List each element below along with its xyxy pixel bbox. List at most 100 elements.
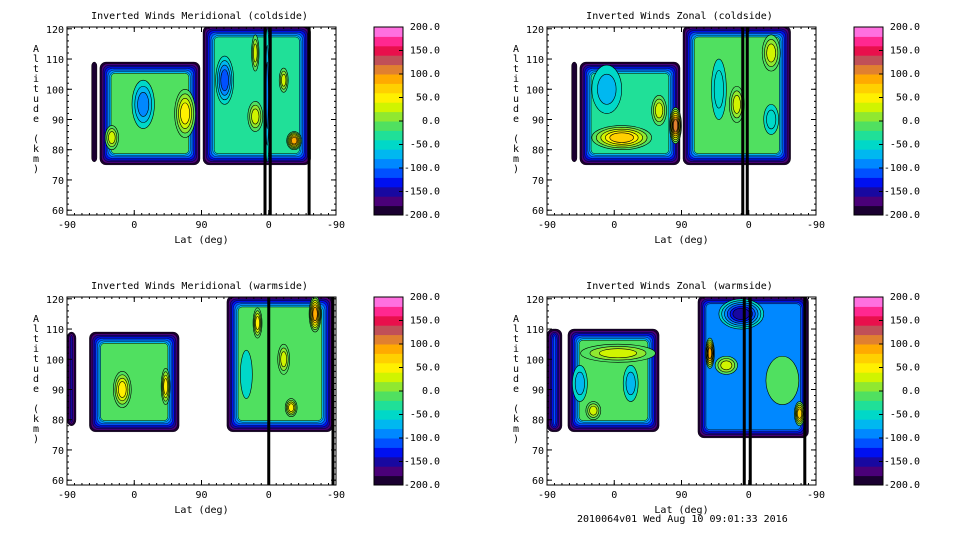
colorbar-label: -100.0	[404, 433, 440, 444]
colorbar-band	[854, 130, 883, 141]
x-tick-label: -90	[327, 490, 345, 501]
colorbar-label: 100.0	[410, 69, 440, 80]
y-tick-label: 90	[52, 115, 64, 126]
colorbar-band	[854, 334, 883, 345]
colorbar-label: -100.0	[884, 163, 920, 174]
colorbar-band	[854, 315, 883, 326]
x-tick-label: -90	[538, 490, 556, 501]
colorbar-band	[374, 297, 403, 307]
colorbar-band	[374, 466, 403, 477]
x-axis-label: Lat (deg)	[654, 505, 708, 516]
y-tick-label: 70	[532, 176, 544, 187]
contour-feature	[713, 70, 724, 109]
colorbar-band	[374, 475, 403, 486]
contour-feature	[732, 307, 750, 320]
colorbar-label: 150.0	[410, 46, 440, 57]
y-tick-label: 70	[52, 446, 64, 457]
contour-strip	[268, 27, 272, 215]
colorbar-label: -150.0	[404, 187, 440, 198]
colorbar-band	[374, 196, 403, 207]
y-tick-label: 90	[532, 115, 544, 126]
chart-3: -90 0 90 0 -90 60 70 80 90 100 110 120 Inverted Wind…	[513, 281, 920, 516]
colorbar-band	[854, 400, 883, 411]
contour-feature	[589, 405, 598, 416]
contour-feature	[291, 136, 298, 145]
colorbar-label: -200.0	[404, 480, 440, 491]
colorbar-band	[374, 186, 403, 197]
x-tick-label: 0	[131, 220, 137, 231]
contour-feature	[312, 306, 318, 322]
colorbar-band	[854, 325, 883, 336]
panel-meridional-coldside: -90 0 90 0 -90 60 70 80 90 100 110 120 Inverted Wind…	[0, 0, 480, 270]
contour-feature	[720, 360, 733, 371]
colorbar-band	[374, 428, 403, 439]
contour-feature	[251, 108, 260, 125]
colorbar-band	[374, 83, 403, 94]
colorbar-band	[854, 353, 883, 364]
colorbar-band	[854, 447, 883, 458]
y-tick-label: 110	[46, 325, 64, 336]
y-tick-label: 120	[46, 25, 64, 36]
colorbar-band	[854, 428, 883, 439]
x-tick-label: -90	[807, 220, 825, 231]
contour-feature	[655, 102, 664, 119]
y-tick-label: 60	[532, 476, 544, 487]
colorbar-band	[854, 177, 883, 188]
contour-feature	[180, 102, 190, 125]
plot-layer	[67, 297, 335, 485]
colorbar-band	[374, 391, 403, 401]
y-tick-label: 90	[52, 385, 64, 396]
y-tick-label: 120	[46, 295, 64, 306]
colorbar-band	[854, 297, 883, 307]
colorbar-band	[374, 344, 403, 354]
colorbar-label: 200.0	[890, 292, 920, 303]
x-tick-label: 0	[611, 220, 617, 231]
colorbar-band	[374, 315, 403, 326]
colorbar-band	[374, 177, 403, 188]
colorbar-band	[854, 362, 883, 373]
contour-strip	[742, 297, 746, 485]
x-tick-label: 0	[746, 220, 752, 231]
colorbar-band	[374, 353, 403, 364]
x-tick-label: -90	[538, 220, 556, 231]
colorbar-label: -50.0	[410, 140, 440, 151]
colorbar-band	[854, 475, 883, 486]
x-tick-label: 0	[266, 220, 272, 231]
colorbar-band	[854, 186, 883, 197]
y-tick-label: 90	[532, 385, 544, 396]
contour-feature	[280, 351, 287, 368]
y-tick-label: 110	[526, 55, 544, 66]
colorbar-band	[854, 419, 883, 430]
colorbar-band	[374, 456, 403, 467]
x-tick-label: 90	[675, 220, 687, 231]
colorbar-label: 150.0	[890, 316, 920, 327]
colorbar-band	[374, 409, 403, 420]
colorbar-band	[854, 92, 883, 103]
colorbar-band	[854, 381, 883, 392]
plot-layer	[91, 27, 311, 215]
panel-zonal-coldside: -90 0 90 0 -90 60 70 80 90 100 110 120 Inverted Wind…	[480, 0, 960, 270]
colorbar-label: -100.0	[884, 433, 920, 444]
y-tick-label: 110	[46, 55, 64, 66]
colorbar-band	[854, 391, 883, 401]
colorbar-band	[854, 102, 883, 113]
contour-strip	[748, 297, 752, 485]
contour-strip	[307, 27, 311, 215]
contour-feature	[288, 403, 295, 412]
colorbar-band	[854, 83, 883, 94]
colorbar-band	[374, 400, 403, 411]
contour-feature	[765, 355, 800, 405]
colorbar-band	[374, 55, 403, 66]
colorbar-label: 0.0	[902, 386, 920, 397]
x-tick-label: -90	[58, 490, 76, 501]
colorbar-band	[854, 196, 883, 207]
colorbar-band	[854, 45, 883, 56]
x-tick-label: 0	[266, 490, 272, 501]
contour-band	[69, 335, 73, 423]
contour-feature	[163, 378, 168, 395]
colorbar-band	[854, 64, 883, 75]
colorbar-band	[854, 55, 883, 66]
x-tick-label: 0	[131, 490, 137, 501]
y-tick-label: 120	[526, 25, 544, 36]
